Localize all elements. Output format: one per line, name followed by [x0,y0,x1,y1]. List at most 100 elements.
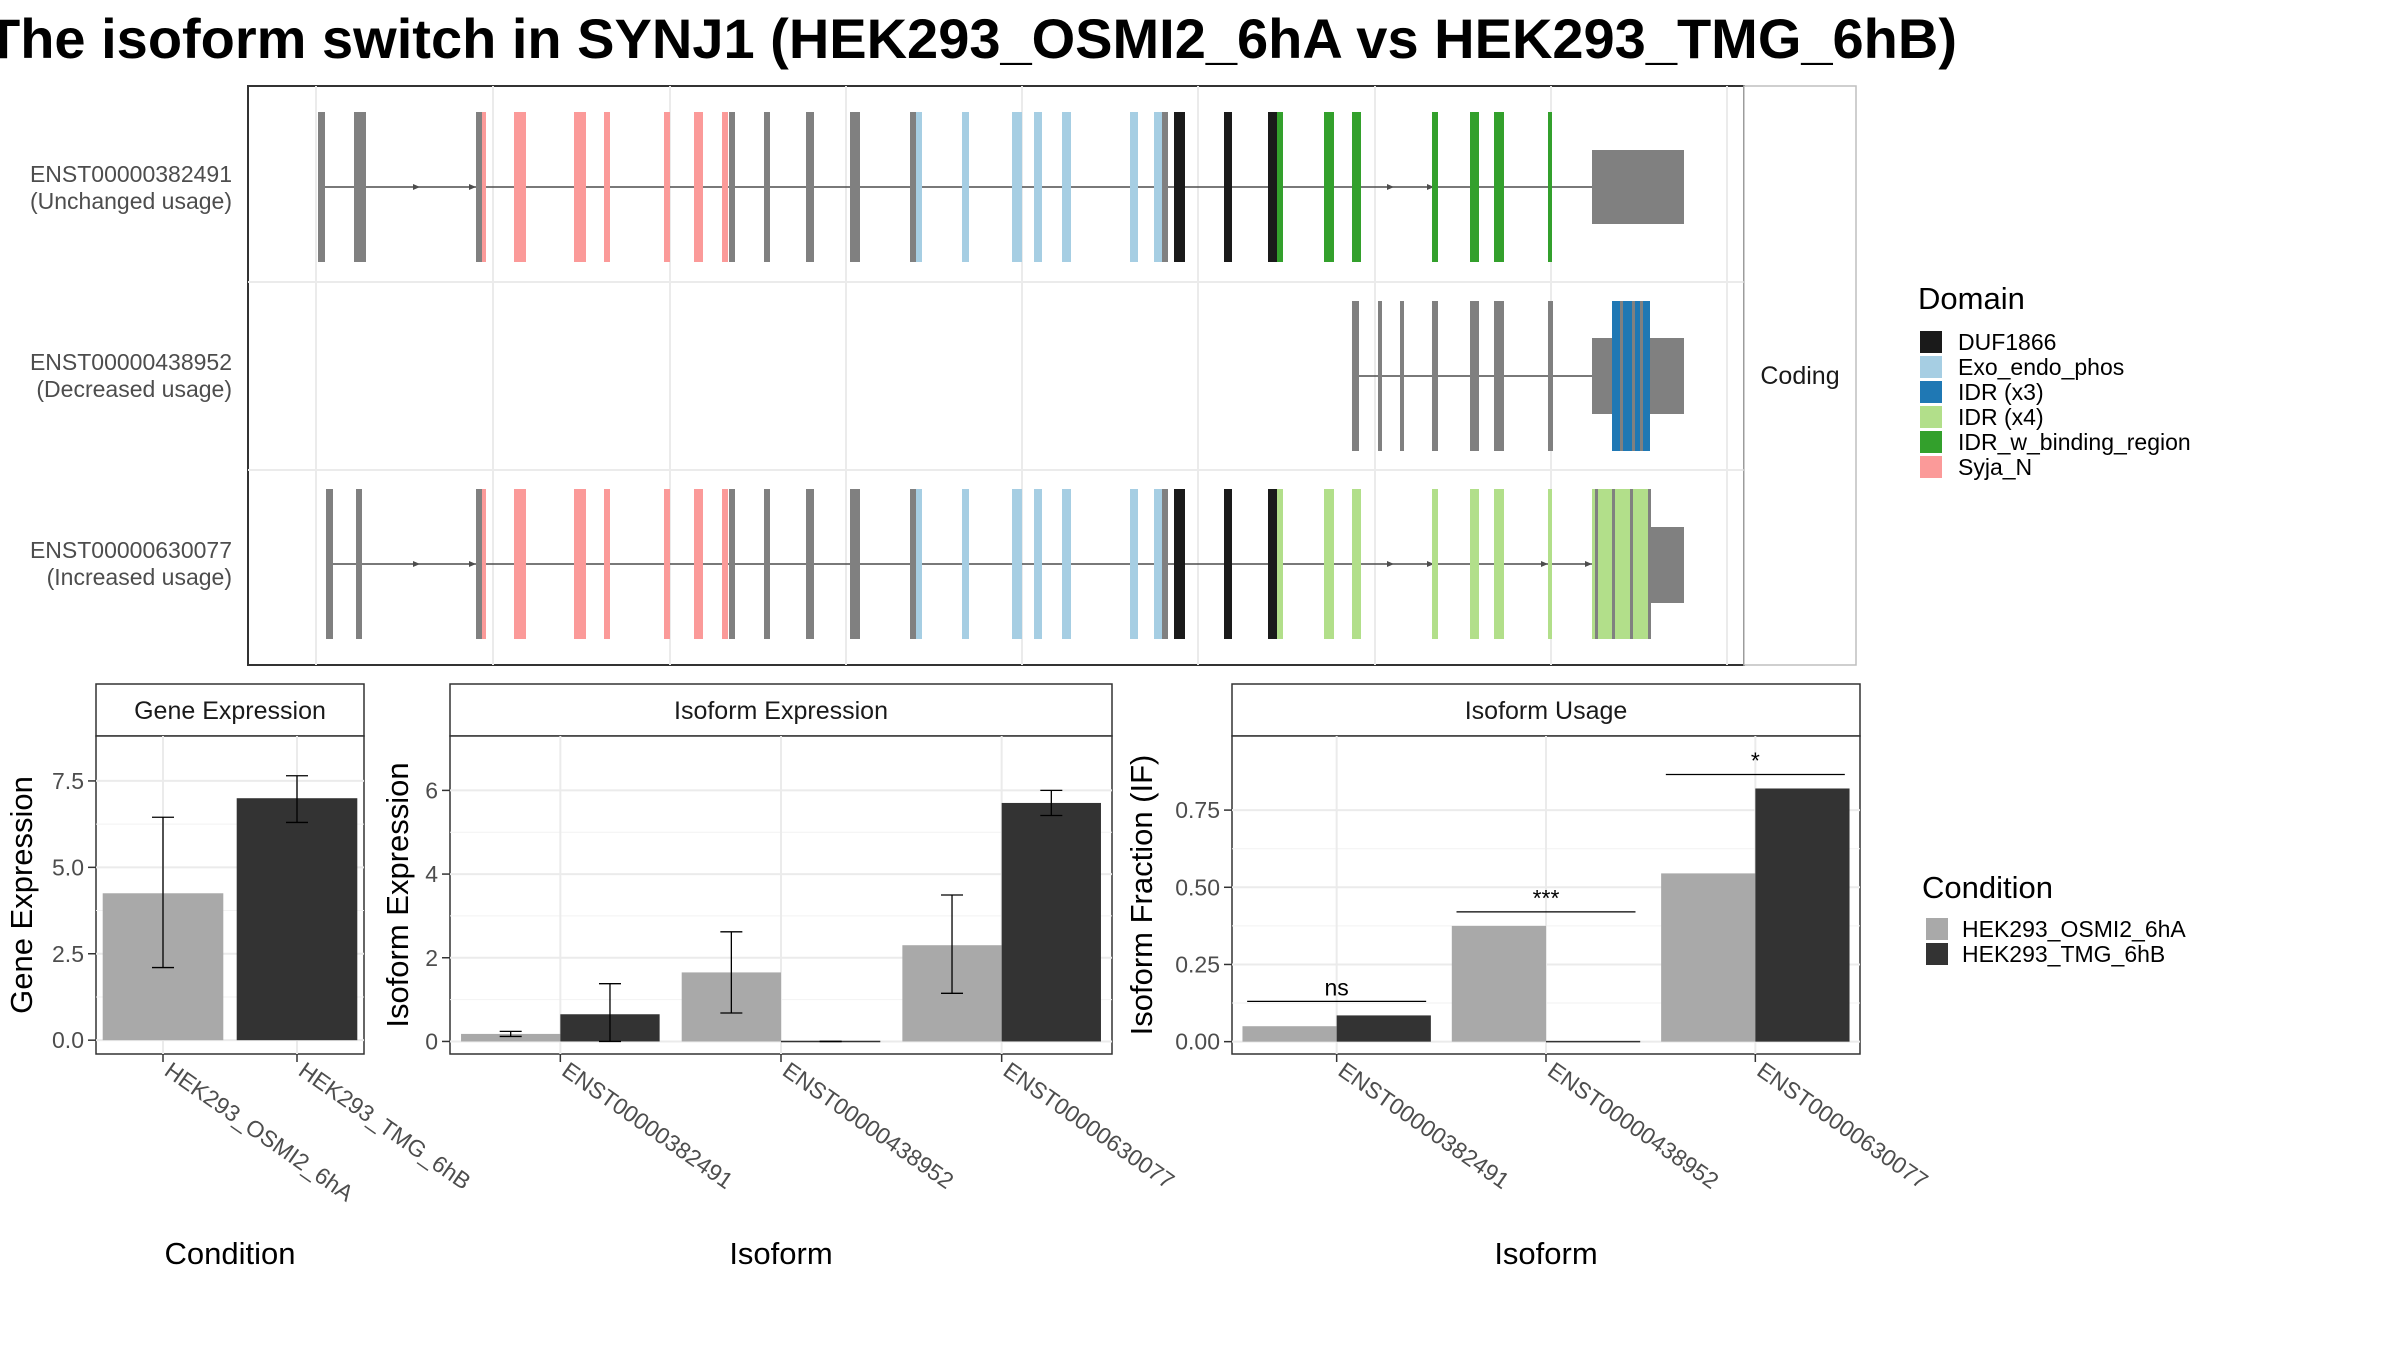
exon-18 [1034,489,1042,639]
exon-13 [850,489,860,639]
figure-title: The isoform switch in SYNJ1 (HEK293_OSMI… [0,7,1957,70]
domain-label-syja-n: Syja_N [1958,454,2032,480]
isoform-label-1-usage: (Unchanged usage) [30,188,232,214]
idr-separator-2 [1630,489,1633,639]
isoform-expression-y-title: Isoform Expression [380,762,415,1027]
isoform-expression-y-tick-label: 0 [425,1028,438,1054]
transcript-track-2 [1352,301,1684,451]
isoform-usage-bar [1755,788,1850,1042]
exon-10 [729,489,735,639]
gene-expression-strip [95,683,365,737]
gene-expression-y-tick-label: 7.5 [52,768,84,794]
exon-11 [764,112,770,262]
strand-arrow-3 [1427,561,1434,567]
structure-tracks [318,112,1684,639]
gene-expression-bars [102,775,358,1041]
isoform-expression-y-axis: 0 2 4 6 [425,777,450,1054]
isoform-label-1-id: ENST00000382491 [30,161,232,187]
exon-17 [1012,489,1022,639]
exon-25 [1268,489,1277,639]
utr-block [1592,150,1684,224]
exon-4 [1470,301,1479,451]
exon-11 [764,489,770,639]
exon-0 [1352,301,1359,451]
exon-21 [1154,112,1162,262]
strand-arrow-5 [1585,561,1592,567]
exon-32 [1548,489,1552,639]
exon-3 [1432,301,1438,451]
exon-19 [1062,489,1071,639]
isoform-usage-bar [1336,1015,1431,1042]
isoform-usage-y-tick-label: 0.25 [1175,951,1220,977]
exon-10 [729,112,735,262]
isoform-usage-bar [1661,873,1756,1042]
exon-21 [1154,489,1162,639]
idr-separator-1 [1612,489,1615,639]
domain-label-exo-endo-phos: Exo_endo_phos [1958,354,2124,380]
exon-7 [664,489,670,639]
isoform-usage-x-tick-label: ENST00000382491 [1334,1057,1514,1194]
strand-arrow-0 [413,561,420,567]
exon-26 [1277,112,1283,262]
exon-20 [1130,112,1138,262]
exon-5 [1494,301,1504,451]
isoform-usage-bar [1451,925,1546,1042]
isoform-expression-bars [461,789,1101,1043]
isoform-expression-y-tick-label: 2 [425,945,438,971]
idr-block [1592,489,1650,639]
idr-separator-0 [1595,489,1598,639]
exon-30 [1470,112,1479,262]
exon-0 [318,112,325,262]
isoform-usage-panel: Isoform Usage ns**** 0.000.250.500.75 EN… [1124,683,1933,1271]
isoform-usage-y-title: Isoform Fraction (IF) [1124,755,1159,1036]
exon-6 [604,489,610,639]
exon-2 [1400,301,1404,451]
isoform-usage-bars: ns**** [1242,747,1850,1043]
isoform-usage-significance-label: ns [1325,974,1349,1000]
exon-2 [476,112,482,262]
isoform-label-2-usage: (Decreased usage) [36,376,232,402]
gene-expression-x-title: Condition [165,1236,296,1271]
isoform-expression-x-axis: ENST00000382491 ENST00000438952 ENST000006… [557,1054,1179,1194]
isoform-usage-y-axis: 0.00 0.25 0.50 0.75 [1175,797,1232,1055]
isoform-label-3-id: ENST00000630077 [30,537,232,563]
exon-29 [1432,112,1438,262]
exon-3 [482,112,486,262]
isoform-expression-y-tick-label: 6 [425,777,438,803]
exon-19 [1062,112,1071,262]
exon-31 [1494,112,1504,262]
domain-legend-title: Domain [1918,281,2025,316]
exon-27 [1324,112,1334,262]
isoform-expression-bar [461,1033,561,1042]
exon-0 [326,489,333,639]
exon-4 [514,112,526,262]
isoform-usage-x-axis: ENST00000382491 ENST00000438952 ENST000006… [1334,1054,1933,1194]
exon-17 [1012,112,1022,262]
exon-28 [1352,112,1361,262]
exon-6 [604,112,610,262]
exon-25 [1268,112,1277,262]
domain-swatch-idr-x4 [1920,406,1942,428]
isoform-usage-y-tick-label: 0.75 [1175,797,1220,823]
isoform-expression-x-tick-label: ENST00000438952 [778,1057,958,1194]
domain-legend: Domain DUF1866 Exo_endo_phos IDR (x3) ID… [1918,281,2191,480]
exon-15 [916,112,922,262]
exon-1 [1378,301,1382,451]
exon-22 [1162,489,1168,639]
exon-12 [806,112,814,262]
idr-separator-0 [1620,301,1623,451]
domain-label-idr-w-binding-region: IDR_w_binding_region [1958,429,2191,455]
exon-12 [806,489,814,639]
condition-legend: Condition HEK293_OSMI2_6hA HEK293_TMG_6h… [1922,870,2186,967]
gene-expression-y-title: Gene Expression [4,776,39,1014]
exon-18 [1034,112,1042,262]
strand-arrow-2 [1387,184,1394,190]
isoform-usage-strip [1231,683,1861,737]
isoform-label-3-usage: (Increased usage) [47,564,232,590]
exon-16 [962,489,969,639]
strand-arrow-2 [1387,561,1394,567]
isoform-usage-title: Isoform Usage [1465,697,1628,725]
